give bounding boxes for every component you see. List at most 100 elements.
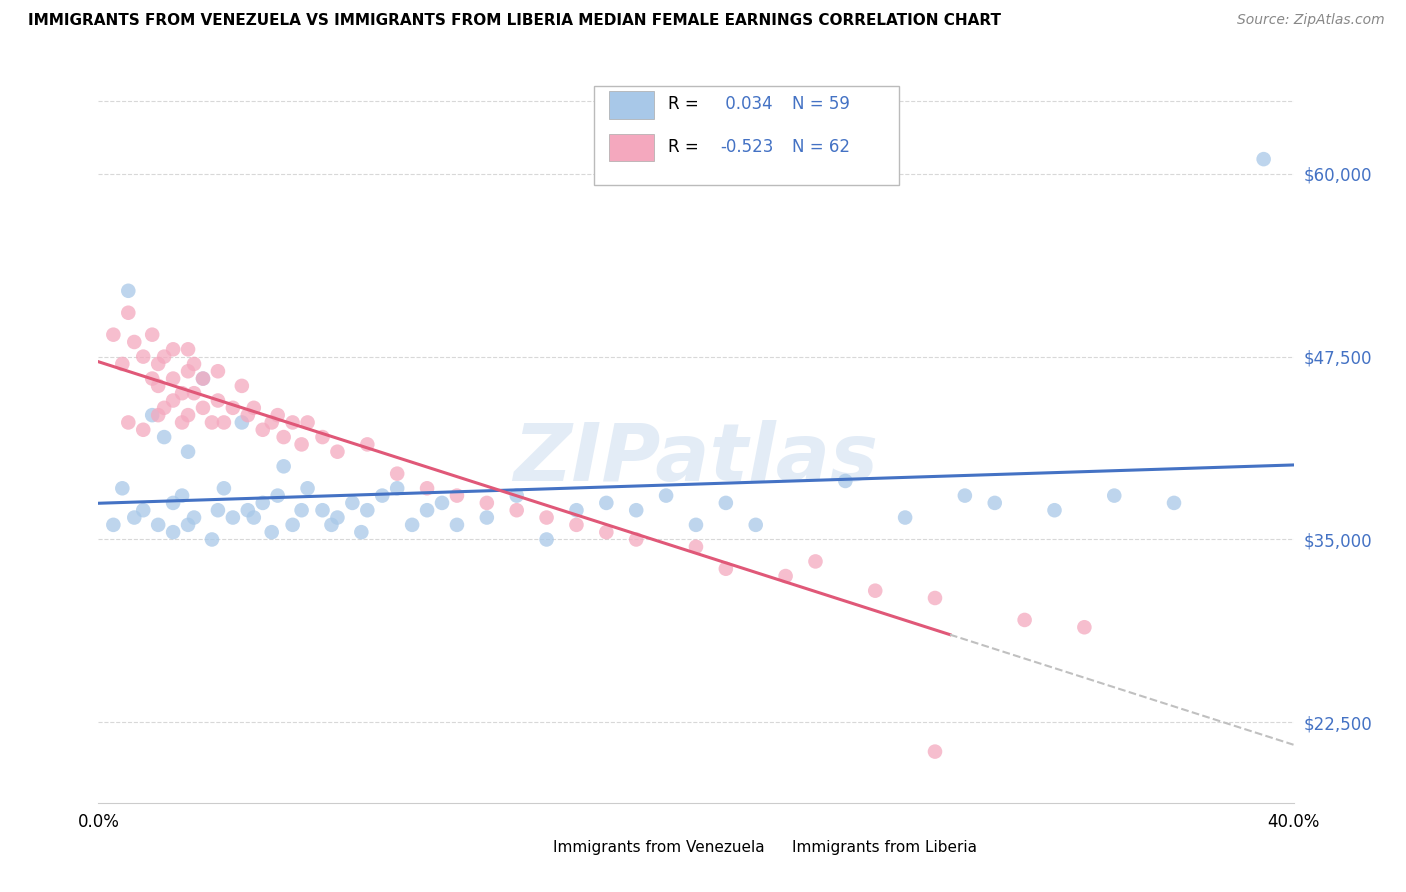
Point — [685, 517, 707, 532]
Point — [252, 496, 274, 510]
Point — [297, 481, 319, 495]
Point — [148, 408, 170, 422]
Point — [124, 510, 146, 524]
Point — [117, 416, 139, 430]
Point — [162, 393, 184, 408]
Point — [162, 371, 184, 385]
Text: ZIPatlas: ZIPatlas — [513, 420, 879, 498]
Point — [207, 503, 229, 517]
Point — [714, 562, 737, 576]
Point — [685, 540, 707, 554]
Point — [834, 474, 856, 488]
Point — [172, 489, 194, 503]
Point — [252, 423, 274, 437]
Point — [953, 489, 976, 503]
Point — [103, 327, 125, 342]
Point — [132, 423, 155, 437]
Point — [416, 481, 439, 495]
Point — [153, 350, 176, 364]
Point — [191, 401, 214, 415]
Bar — [609, 91, 654, 119]
Point — [111, 481, 134, 495]
Point — [172, 386, 194, 401]
Point — [117, 306, 139, 320]
Point — [291, 503, 314, 517]
Point — [260, 416, 283, 430]
Point — [236, 408, 259, 422]
Point — [1253, 152, 1275, 166]
Point — [183, 386, 205, 401]
Point — [162, 496, 184, 510]
Point — [172, 416, 194, 430]
Point — [865, 583, 887, 598]
Point — [626, 533, 648, 547]
Text: 0.034: 0.034 — [720, 95, 772, 113]
Point — [201, 533, 224, 547]
Point — [416, 503, 439, 517]
Point — [177, 364, 200, 378]
Point — [111, 357, 134, 371]
Point — [183, 357, 205, 371]
Text: R =: R = — [668, 137, 704, 156]
Point — [401, 517, 423, 532]
Point — [212, 481, 235, 495]
Point — [162, 525, 184, 540]
Point — [804, 554, 827, 568]
Bar — [517, 834, 543, 858]
Point — [281, 517, 304, 532]
Point — [371, 489, 394, 503]
Point — [311, 503, 333, 517]
Point — [260, 525, 283, 540]
Point — [236, 503, 259, 517]
Point — [273, 430, 295, 444]
Point — [430, 496, 453, 510]
Point — [141, 371, 163, 385]
Point — [326, 444, 349, 458]
Bar — [756, 834, 782, 858]
Point — [595, 525, 617, 540]
Point — [141, 408, 163, 422]
Point — [103, 517, 125, 532]
Point — [311, 430, 333, 444]
Point — [243, 510, 266, 524]
Point — [141, 327, 163, 342]
Point — [655, 489, 678, 503]
Point — [565, 503, 588, 517]
Point — [326, 510, 349, 524]
Point — [924, 591, 946, 605]
Point — [446, 489, 468, 503]
Point — [775, 569, 797, 583]
Text: N = 59: N = 59 — [792, 95, 849, 113]
Point — [231, 416, 253, 430]
Point — [714, 496, 737, 510]
Point — [177, 444, 200, 458]
Text: N = 62: N = 62 — [792, 137, 849, 156]
Point — [207, 364, 229, 378]
Point — [132, 350, 155, 364]
Point — [1163, 496, 1185, 510]
Bar — [609, 134, 654, 161]
Text: IMMIGRANTS FROM VENEZUELA VS IMMIGRANTS FROM LIBERIA MEDIAN FEMALE EARNINGS CORR: IMMIGRANTS FROM VENEZUELA VS IMMIGRANTS … — [28, 13, 1001, 29]
Point — [385, 481, 409, 495]
Point — [207, 393, 229, 408]
Point — [191, 371, 214, 385]
Point — [1014, 613, 1036, 627]
Text: Source: ZipAtlas.com: Source: ZipAtlas.com — [1237, 13, 1385, 28]
Point — [177, 517, 200, 532]
Point — [595, 496, 617, 510]
Point — [536, 533, 558, 547]
Point — [321, 517, 343, 532]
Point — [148, 379, 170, 393]
Point — [565, 517, 588, 532]
Point — [222, 401, 245, 415]
Point — [291, 437, 314, 451]
Point — [162, 343, 184, 357]
Point — [153, 401, 176, 415]
Point — [177, 408, 200, 422]
Point — [222, 510, 245, 524]
Point — [356, 503, 378, 517]
Point — [350, 525, 373, 540]
Point — [117, 284, 139, 298]
Point — [201, 416, 224, 430]
Point — [984, 496, 1007, 510]
